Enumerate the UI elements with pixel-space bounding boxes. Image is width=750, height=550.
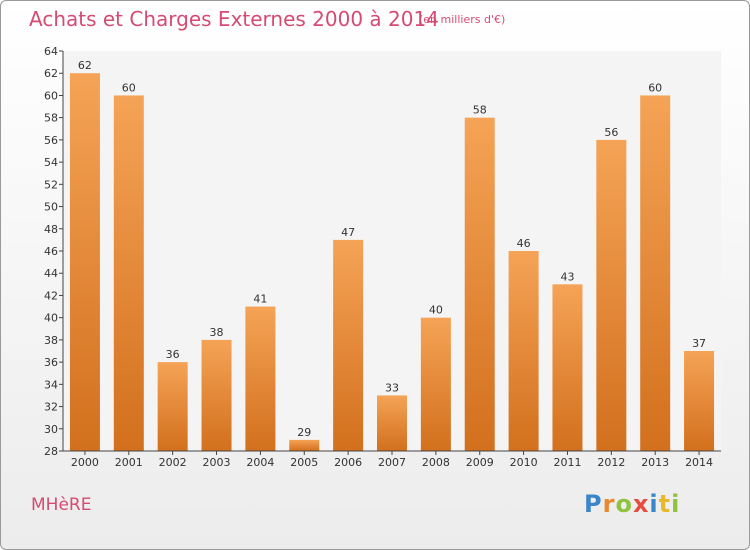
y-tick-label: 30	[44, 423, 58, 436]
logo-letter: x	[632, 490, 650, 518]
y-tick-label: 52	[44, 178, 58, 191]
y-tick-label: 56	[44, 134, 58, 147]
y-tick-label: 60	[44, 89, 58, 102]
bar-value-label: 43	[560, 270, 574, 283]
y-tick-label: 58	[44, 112, 58, 125]
bar-value-label: 62	[78, 59, 92, 72]
x-tick-label: 2002	[159, 456, 187, 469]
bar	[508, 251, 539, 451]
bar-value-label: 56	[604, 126, 618, 139]
chart-unit: (en milliers d'€)	[419, 13, 506, 26]
bar-value-label: 60	[648, 81, 662, 94]
bar-value-label: 47	[341, 226, 355, 239]
y-tick-label: 34	[44, 378, 58, 391]
y-tick-label: 32	[44, 401, 58, 414]
y-tick-label: 46	[44, 245, 58, 258]
bar-value-label: 60	[122, 81, 136, 94]
x-tick-label: 2001	[115, 456, 143, 469]
bar	[69, 73, 100, 451]
y-tick-label: 48	[44, 223, 58, 236]
y-tick-label: 38	[44, 334, 58, 347]
y-tick-label: 28	[44, 445, 58, 458]
y-tick-label: 62	[44, 67, 58, 80]
bar-value-label: 38	[210, 326, 224, 339]
logo-letter: P	[584, 490, 603, 518]
x-tick-label: 2008	[422, 456, 450, 469]
x-tick-label: 2004	[246, 456, 274, 469]
bar-value-label: 46	[517, 237, 531, 250]
y-tick-label: 64	[44, 45, 58, 58]
bar	[684, 351, 715, 451]
logo-letter: t	[658, 490, 672, 518]
y-tick-label: 44	[44, 267, 58, 280]
x-tick-label: 2013	[641, 456, 669, 469]
y-tick-label: 50	[44, 201, 58, 214]
bar	[201, 339, 232, 451]
x-tick-label: 2010	[510, 456, 538, 469]
bar	[464, 117, 495, 452]
bar	[377, 395, 407, 451]
y-tick-label: 54	[44, 156, 58, 169]
bar	[596, 139, 627, 451]
bar	[552, 284, 583, 451]
logo-letter: o	[615, 490, 633, 518]
city-name: MHèRE	[31, 495, 92, 515]
x-tick-label: 2000	[71, 456, 99, 469]
x-tick-label: 2003	[203, 456, 231, 469]
x-tick-label: 2011	[553, 456, 581, 469]
y-tick-label: 36	[44, 356, 58, 369]
x-tick-label: 2005	[290, 456, 318, 469]
bar	[420, 317, 451, 451]
x-tick-label: 2009	[466, 456, 494, 469]
bar	[289, 439, 320, 451]
chart-title: Achats et Charges Externes 2000 à 2014	[29, 7, 439, 31]
bar	[157, 362, 188, 451]
x-tick-label: 2014	[685, 456, 713, 469]
logo-letter: r	[602, 490, 616, 518]
bar-value-label: 58	[473, 104, 487, 117]
y-tick-label: 42	[44, 289, 58, 302]
bar	[245, 306, 276, 451]
bar-value-label: 36	[166, 348, 180, 361]
x-tick-label: 2007	[378, 456, 406, 469]
x-tick-label: 2012	[597, 456, 625, 469]
logo-letter: i	[671, 490, 681, 518]
bar	[113, 95, 144, 451]
logo-letter: i	[649, 490, 659, 518]
y-tick-label: 40	[44, 312, 58, 325]
bar-value-label: 41	[253, 293, 267, 306]
bar	[333, 239, 364, 451]
bar-value-label: 33	[385, 381, 399, 394]
x-tick-label: 2006	[334, 456, 362, 469]
bar-value-label: 40	[429, 304, 443, 317]
bar-value-label: 29	[297, 426, 311, 439]
bar-value-label: 37	[692, 337, 706, 350]
brand-logo: Proxiti	[584, 490, 680, 518]
bar	[640, 95, 671, 451]
